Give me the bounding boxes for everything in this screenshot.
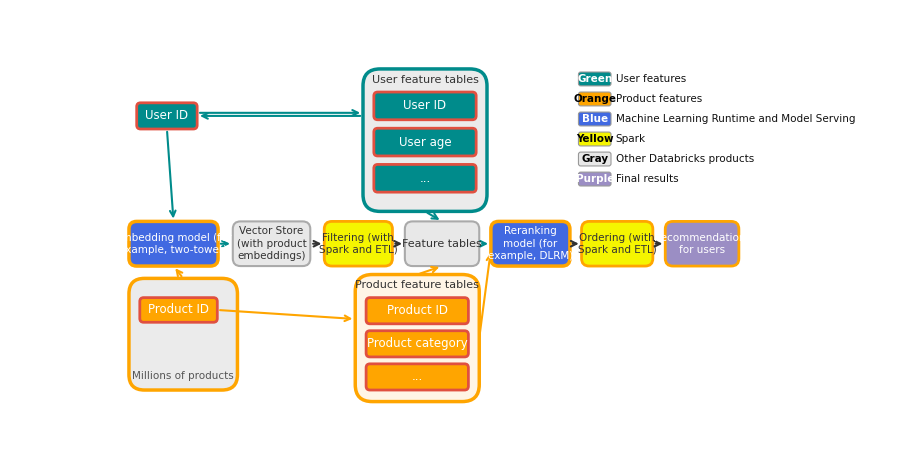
FancyBboxPatch shape (355, 274, 479, 402)
FancyBboxPatch shape (366, 297, 468, 324)
Text: User ID: User ID (403, 100, 446, 112)
FancyBboxPatch shape (373, 128, 476, 156)
Text: Product ID: Product ID (386, 304, 448, 317)
FancyBboxPatch shape (366, 331, 468, 357)
Text: Product ID: Product ID (148, 303, 209, 316)
Text: User age: User age (398, 135, 451, 149)
Text: User features: User features (615, 74, 686, 84)
Text: Feature tables: Feature tables (402, 239, 482, 249)
Text: Millions of products: Millions of products (132, 371, 233, 381)
FancyBboxPatch shape (366, 364, 468, 390)
Text: Filtering (with
Spark and ETL): Filtering (with Spark and ETL) (319, 233, 397, 255)
Text: ...: ... (419, 172, 430, 185)
FancyBboxPatch shape (491, 221, 569, 266)
FancyBboxPatch shape (129, 221, 218, 266)
FancyBboxPatch shape (140, 297, 217, 322)
FancyBboxPatch shape (129, 278, 237, 390)
Text: Product category: Product category (367, 337, 467, 350)
Text: Reranking
model (for
example, DLRM): Reranking model (for example, DLRM) (487, 226, 573, 261)
Text: Product feature tables: Product feature tables (355, 280, 479, 290)
Text: User feature tables: User feature tables (371, 75, 478, 85)
FancyBboxPatch shape (363, 69, 486, 212)
Text: Gray: Gray (581, 154, 607, 164)
Text: Ordering (with
Spark and ETL): Ordering (with Spark and ETL) (577, 233, 656, 255)
Text: Green: Green (576, 74, 612, 84)
FancyBboxPatch shape (578, 92, 610, 106)
FancyBboxPatch shape (578, 112, 610, 126)
FancyBboxPatch shape (578, 132, 610, 146)
FancyBboxPatch shape (137, 103, 197, 129)
Text: Final results: Final results (615, 174, 677, 184)
FancyBboxPatch shape (233, 221, 310, 266)
Text: ...: ... (411, 370, 423, 383)
FancyBboxPatch shape (404, 221, 479, 266)
FancyBboxPatch shape (581, 221, 652, 266)
FancyBboxPatch shape (578, 72, 610, 86)
Text: Yellow: Yellow (575, 134, 613, 144)
Text: Other Databricks products: Other Databricks products (615, 154, 753, 164)
FancyBboxPatch shape (373, 164, 476, 192)
Text: Purple: Purple (575, 174, 613, 184)
Text: Embedding model (for
example, two-tower): Embedding model (for example, two-tower) (115, 233, 232, 255)
Text: Vector Store
(with product
embeddings): Vector Store (with product embeddings) (236, 226, 306, 261)
Text: Product features: Product features (615, 94, 701, 104)
Text: Machine Learning Runtime and Model Serving: Machine Learning Runtime and Model Servi… (615, 114, 855, 124)
Text: Spark: Spark (615, 134, 645, 144)
FancyBboxPatch shape (323, 221, 392, 266)
FancyBboxPatch shape (578, 172, 610, 186)
Text: Orange: Orange (573, 94, 616, 104)
FancyBboxPatch shape (578, 152, 610, 166)
FancyBboxPatch shape (664, 221, 738, 266)
Text: Blue: Blue (581, 114, 607, 124)
Text: Recommendations
for users: Recommendations for users (652, 233, 750, 255)
Text: User ID: User ID (145, 109, 188, 123)
FancyBboxPatch shape (373, 92, 476, 120)
